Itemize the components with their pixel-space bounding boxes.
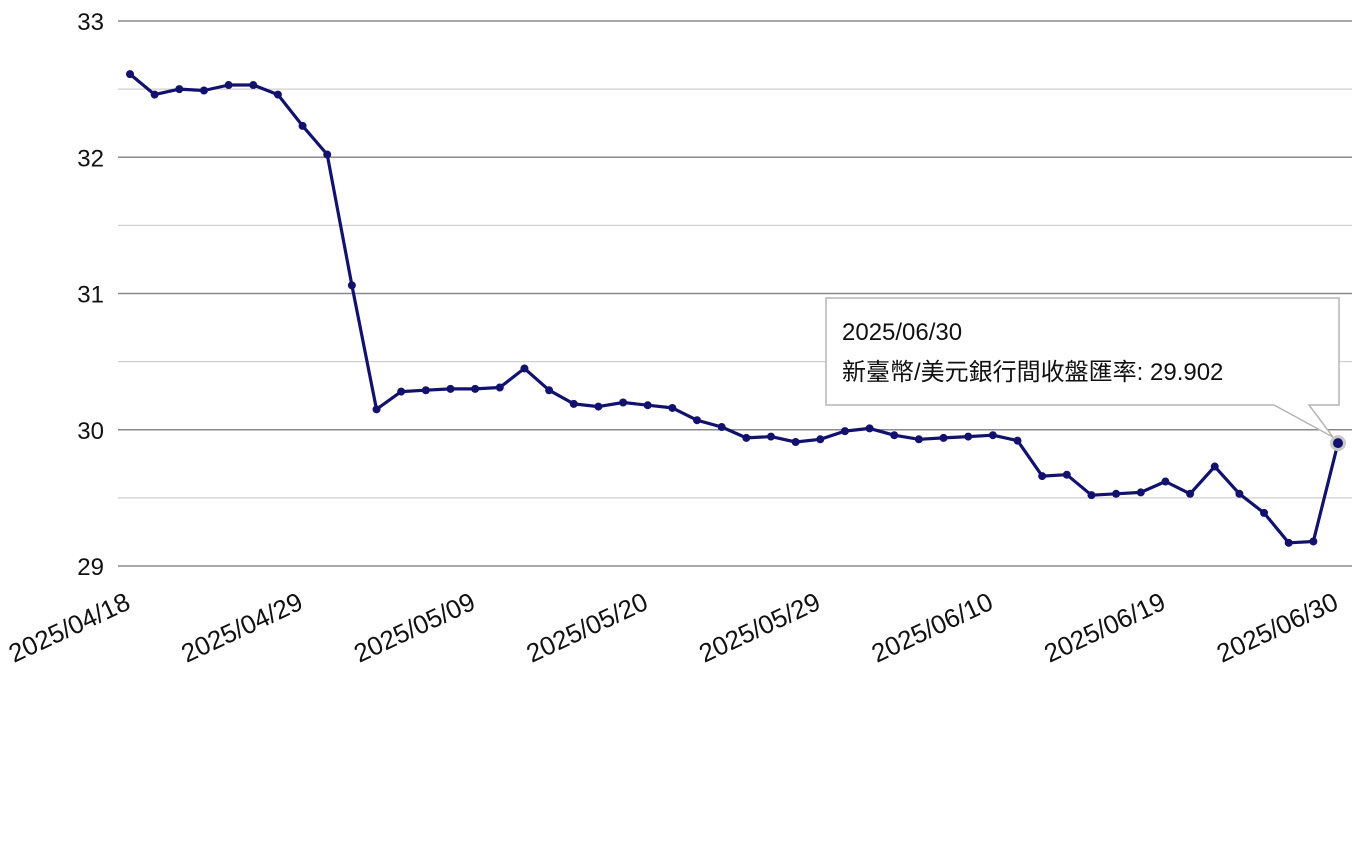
data-point[interactable]	[643, 401, 652, 410]
tooltip-value-label: 新臺幣/美元銀行間收盤匯率: 29.902	[842, 359, 1223, 386]
data-point[interactable]	[273, 90, 282, 99]
data-point[interactable]	[988, 431, 997, 440]
data-point[interactable]	[791, 438, 800, 447]
tooltip-date: 2025/06/30	[842, 319, 962, 346]
data-point[interactable]	[914, 435, 923, 444]
data-point[interactable]	[865, 424, 874, 433]
data-point[interactable]	[766, 432, 775, 441]
data-point[interactable]	[446, 384, 455, 393]
x-tick-label: 2025/06/19	[1039, 586, 1170, 668]
data-point[interactable]	[224, 81, 233, 90]
y-tick-label: 33	[77, 9, 104, 36]
x-axis-ticks: 2025/04/18 2025/04/29 2025/05/09 2025/05/20…	[4, 586, 1343, 668]
data-point[interactable]	[298, 121, 307, 130]
data-point[interactable]	[693, 416, 702, 425]
data-point[interactable]	[840, 427, 849, 436]
x-tick-label: 2025/05/29	[694, 586, 825, 668]
data-point[interactable]	[1136, 488, 1145, 497]
data-point[interactable]	[1235, 489, 1244, 498]
grid-layer	[118, 20, 1352, 567]
data-point[interactable]	[249, 81, 258, 90]
data-point[interactable]	[150, 90, 159, 99]
data-point[interactable]	[372, 405, 381, 414]
data-point[interactable]	[890, 431, 899, 440]
data-point[interactable]	[1260, 508, 1269, 517]
data-point[interactable]	[1284, 538, 1293, 547]
data-point[interactable]	[323, 150, 332, 159]
data-point[interactable]	[619, 398, 628, 407]
data-point[interactable]	[421, 386, 430, 395]
y-tick-label: 30	[77, 418, 104, 445]
data-point[interactable]	[742, 433, 751, 442]
data-point[interactable]	[1210, 462, 1219, 471]
data-point[interactable]	[495, 383, 504, 392]
tooltip: 2025/06/30 新臺幣/美元銀行間收盤匯率: 29.902	[825, 297, 1340, 438]
data-point[interactable]	[816, 435, 825, 444]
data-point[interactable]	[1062, 470, 1071, 479]
x-tick-label: 2025/04/18	[4, 586, 135, 668]
data-point[interactable]	[175, 85, 184, 94]
data-point[interactable]	[939, 433, 948, 442]
x-tick-label: 2025/06/30	[1212, 586, 1343, 668]
tooltip-box	[825, 297, 1340, 438]
data-point[interactable]	[668, 403, 677, 412]
x-tick-label: 2025/05/20	[522, 586, 653, 668]
data-point[interactable]	[545, 386, 554, 395]
data-point[interactable]	[199, 86, 208, 95]
y-axis-ticks: 29 30 31 32 33	[77, 9, 104, 581]
series-line	[128, 72, 1340, 545]
data-point[interactable]	[471, 384, 480, 393]
data-point[interactable]	[1186, 489, 1195, 498]
data-point[interactable]	[1013, 436, 1022, 445]
data-point[interactable]	[1333, 438, 1343, 449]
y-tick-label: 31	[77, 282, 104, 309]
series-layer[interactable]	[126, 70, 1346, 547]
data-point[interactable]	[397, 387, 406, 396]
data-point[interactable]	[347, 281, 356, 290]
data-point[interactable]	[1087, 491, 1096, 500]
data-point[interactable]	[964, 432, 973, 441]
y-tick-label: 29	[77, 554, 104, 581]
data-point[interactable]	[1038, 472, 1047, 481]
data-point[interactable]	[520, 364, 529, 373]
data-point[interactable]	[569, 399, 578, 408]
y-tick-label: 32	[77, 145, 104, 172]
data-point[interactable]	[717, 423, 726, 432]
data-point[interactable]	[1112, 489, 1121, 498]
data-point[interactable]	[126, 70, 134, 79]
x-tick-label: 2025/04/29	[176, 586, 307, 668]
data-point[interactable]	[594, 402, 603, 411]
x-tick-label: 2025/06/10	[867, 586, 998, 668]
data-point[interactable]	[1161, 477, 1170, 486]
x-tick-label: 2025/05/09	[349, 586, 480, 668]
data-point[interactable]	[1309, 537, 1318, 546]
